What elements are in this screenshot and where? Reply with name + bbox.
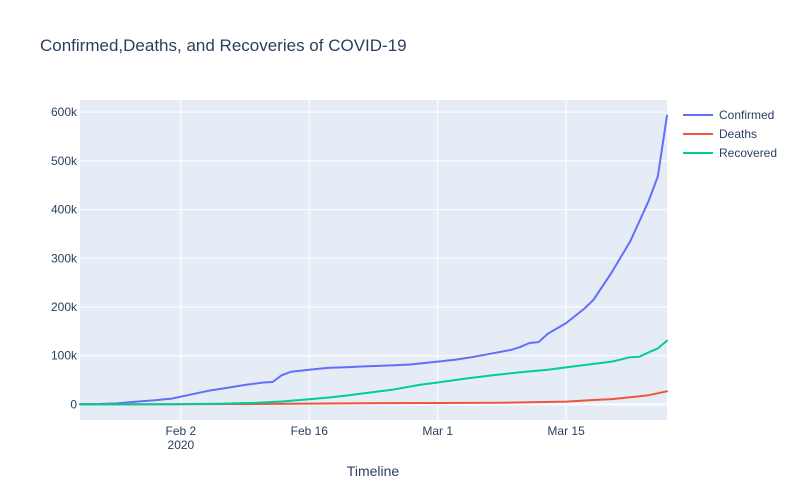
y-tick-label: 400k — [51, 203, 78, 217]
legend-label: Confirmed — [719, 108, 774, 122]
x-axis-title: Timeline — [347, 463, 400, 479]
x-tick-label: Mar 1 — [422, 424, 453, 438]
series-line-deaths — [79, 390, 668, 406]
x-tick-label: Feb 2 — [166, 424, 197, 438]
legend-item-confirmed[interactable]: Confirmed — [683, 108, 774, 122]
legend-item-deaths[interactable]: Deaths — [683, 127, 757, 141]
x-tick-sublabel: 2020 — [168, 438, 195, 452]
series-line-recovered — [79, 339, 668, 406]
series-lines — [79, 114, 668, 406]
chart-title: Confirmed,Deaths, and Recoveries of COVI… — [40, 36, 407, 55]
y-tick-label: 200k — [51, 300, 78, 314]
legend-label: Recovered — [719, 146, 777, 160]
y-tick-label: 0 — [70, 397, 77, 411]
y-tick-label: 500k — [51, 154, 78, 168]
legend-item-recovered[interactable]: Recovered — [683, 146, 777, 160]
legend-label: Deaths — [719, 127, 757, 141]
grid-lines — [80, 100, 667, 420]
series-line-confirmed — [79, 114, 668, 406]
y-tick-label: 100k — [51, 349, 78, 363]
y-tick-label: 300k — [51, 251, 78, 265]
y-tick-label: 600k — [51, 105, 78, 119]
legend[interactable]: Confirmed Deaths Recovered — [683, 108, 777, 160]
x-tick-label: Mar 15 — [547, 424, 585, 438]
x-tick-label: Feb 16 — [291, 424, 329, 438]
plot-area — [80, 100, 667, 420]
